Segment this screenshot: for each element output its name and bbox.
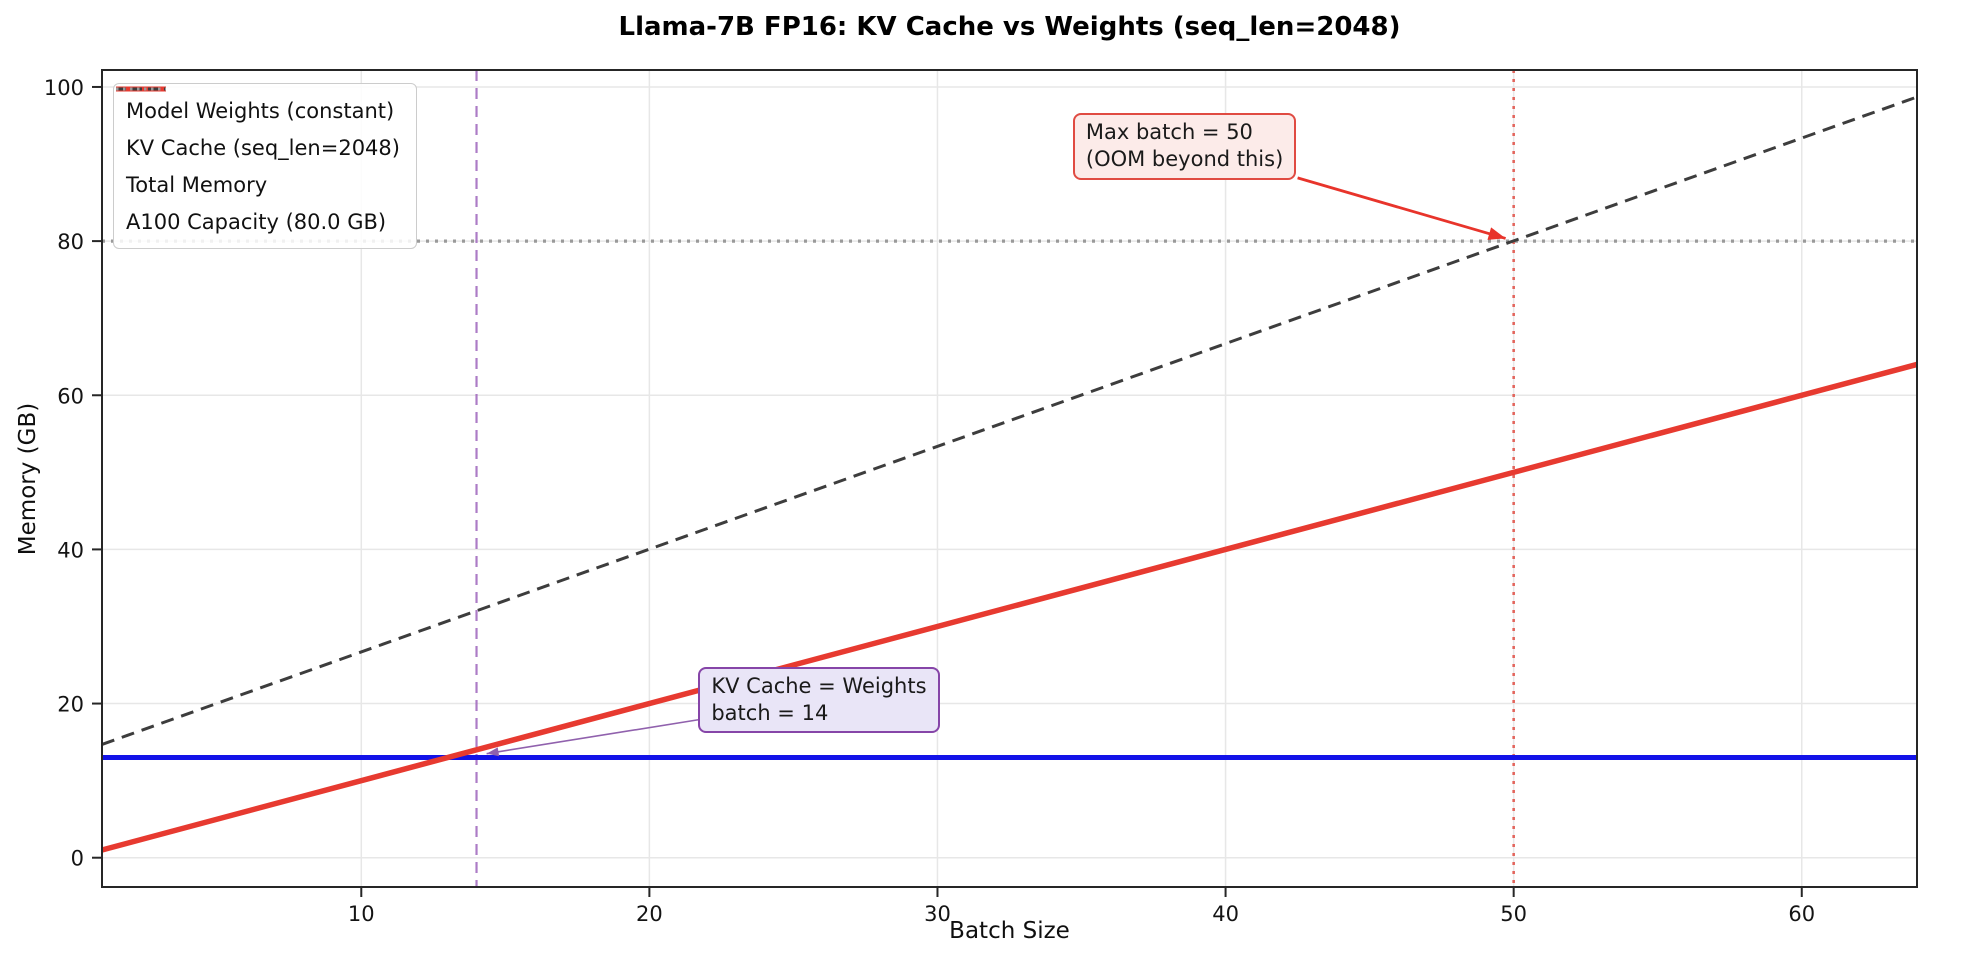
kv-eq-weights-annotation: KV Cache = Weights batch = 14 [698, 666, 940, 734]
annotation-text-line: batch = 14 [711, 700, 829, 725]
legend-item-total-memory: Total Memory [116, 87, 400, 203]
x-tick-label: 60 [1788, 902, 1815, 926]
kv-cache-line [101, 361, 1918, 853]
legend-box: Model Weights (constant) KV Cache (seq_le… [113, 83, 417, 249]
total-memory-line [101, 95, 1918, 746]
x-tick-label: 40 [1212, 902, 1239, 926]
y-tick-label: 40 [57, 538, 84, 562]
y-tick-label: 100 [44, 76, 84, 100]
max-batch-annotation: Max batch = 50 (OOM beyond this) [1072, 113, 1297, 180]
a100-capacity-legend-swatch [116, 87, 166, 91]
y-axis-label: Memory (GB) [15, 402, 41, 556]
legend-item-kv-cache: KV Cache (seq_len=2048) [116, 86, 400, 166]
x-tick-label: 10 [348, 902, 375, 926]
x-tick-label: 20 [636, 902, 663, 926]
y-tick-label: 0 [71, 847, 84, 871]
y-tick-label: 20 [57, 693, 84, 717]
legend-item-label: Total Memory [126, 172, 268, 197]
legend-item-label: Model Weights (constant) [126, 98, 395, 123]
annotation-text-line: (OOM beyond this) [1085, 147, 1284, 172]
legend-item-a100-capacity: A100 Capacity (80.0 GB) [116, 87, 400, 240]
x-axis-label: Batch Size [949, 918, 1070, 944]
axis-ticks: 10 20 30 40 50 60 0 20 40 60 80 100 [44, 76, 1815, 926]
marker-vlines [475, 70, 1515, 887]
y-tick-label: 80 [57, 230, 84, 254]
annotation-text-line: Max batch = 50 [1085, 120, 1253, 145]
max-batch-arrow [1297, 176, 1506, 240]
y-tick-label: 60 [57, 384, 84, 408]
chart-title: Llama-7B FP16: KV Cache vs Weights (seq_… [618, 12, 1401, 42]
x-tick-label: 30 [924, 902, 951, 926]
x-tick-label: 50 [1500, 902, 1527, 926]
legend-item-model-weights: Model Weights (constant) [116, 86, 400, 129]
legend-item-label: KV Cache (seq_len=2048) [126, 135, 400, 160]
annotation-text-line: KV Cache = Weights [711, 673, 927, 698]
plot-border [101, 69, 1918, 888]
legend-item-label: A100 Capacity (80.0 GB) [126, 209, 387, 234]
kv-eq-weights-arrow [486, 718, 699, 757]
